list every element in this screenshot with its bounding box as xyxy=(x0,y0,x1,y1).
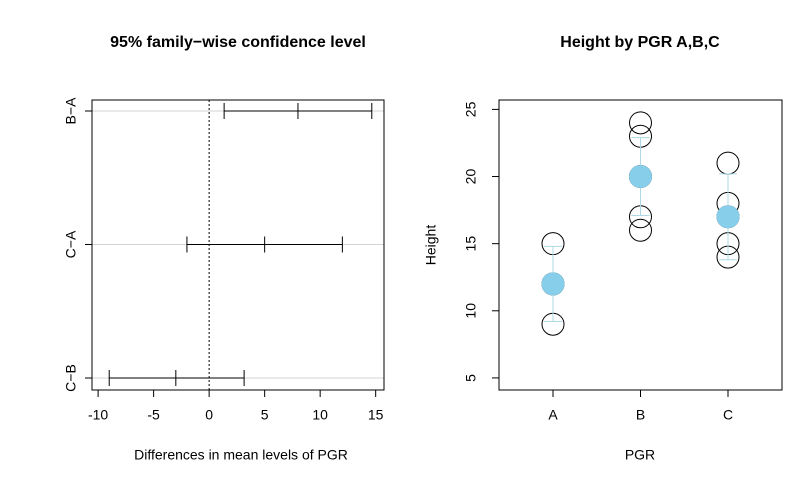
x-tick-label: A xyxy=(548,407,558,423)
x-tick-label: 10 xyxy=(312,407,328,423)
x-axis-label: Differences in mean levels of PGR xyxy=(134,447,348,463)
observation xyxy=(629,111,652,135)
y-tick-label: C−B xyxy=(63,364,79,392)
y-tick-label: C−A xyxy=(63,230,79,258)
x-tick-label: 5 xyxy=(261,407,269,423)
mean-point xyxy=(541,272,565,296)
x-tick-label: 15 xyxy=(368,407,384,423)
plot-frame xyxy=(498,99,783,391)
plot-frame xyxy=(91,99,385,391)
mean-point xyxy=(716,205,740,229)
observation xyxy=(629,218,652,242)
y-tick-label: B−A xyxy=(63,97,79,125)
x-tick-label: 0 xyxy=(205,407,213,423)
x-tick-label: B xyxy=(636,407,645,423)
x-axis-label: PGR xyxy=(625,447,655,463)
y-tick-label: 20 xyxy=(463,169,479,185)
y-tick-label: 5 xyxy=(463,374,479,382)
y-tick-label: 25 xyxy=(463,101,479,117)
y-tick-label: 15 xyxy=(463,236,479,252)
y-tick-label: 10 xyxy=(463,303,479,319)
chart-title: 95% family−wise confidence level xyxy=(110,34,366,51)
mean-point xyxy=(629,165,652,189)
y-axis-label: Height xyxy=(423,225,439,266)
x-tick-label: -10 xyxy=(88,407,108,423)
chart-title: Height by PGR A,B,C xyxy=(560,34,720,51)
x-tick-label: C xyxy=(723,407,733,423)
x-tick-label: -5 xyxy=(147,407,160,423)
